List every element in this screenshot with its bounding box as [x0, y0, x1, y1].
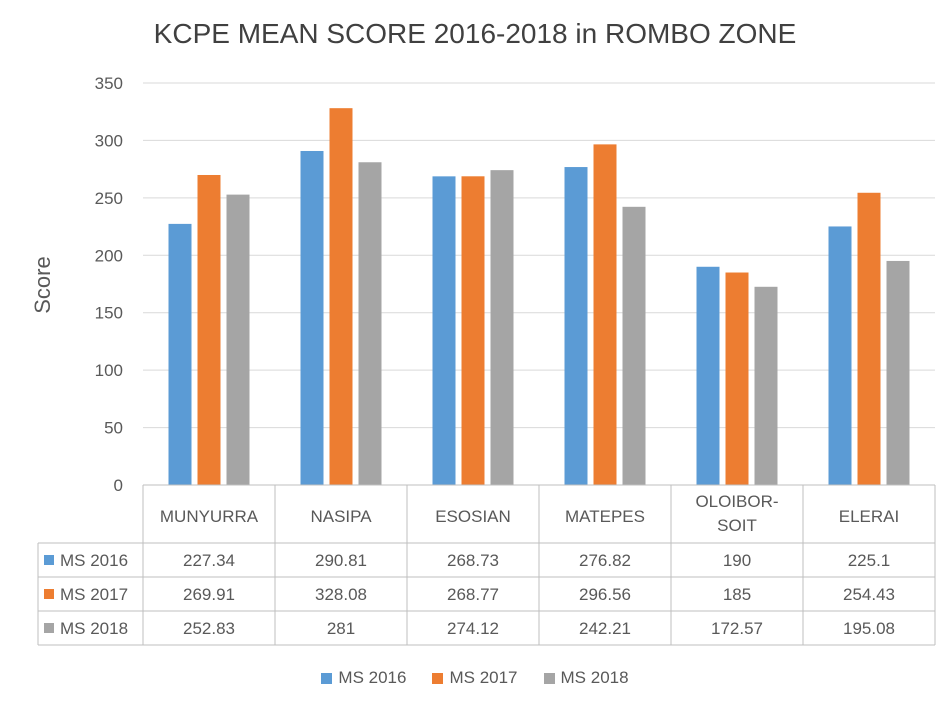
- legend-swatch: [432, 672, 444, 684]
- category-label: ESOSIAN: [435, 507, 511, 526]
- series-key: [44, 623, 54, 633]
- y-axis-label: Score: [30, 256, 55, 313]
- bar: [461, 176, 485, 485]
- data-value: 276.82: [579, 551, 631, 570]
- legend: MS 2016 MS 2017 MS 2018: [0, 668, 950, 688]
- bar: [168, 223, 192, 485]
- y-tick-label: 0: [114, 476, 123, 495]
- category-label: SOIT: [717, 516, 757, 535]
- y-tick-label: 300: [95, 131, 123, 150]
- y-tick-label: 200: [95, 246, 123, 265]
- legend-item: MS 2018: [543, 668, 629, 688]
- y-tick-label: 150: [95, 304, 123, 323]
- category-label: OLOIBOR-: [695, 492, 778, 511]
- bar: [300, 150, 324, 485]
- bar: [857, 192, 881, 485]
- series-name: MS 2016: [60, 551, 128, 570]
- y-axis: 0 50 100 150 200 250 300 350: [95, 74, 123, 495]
- data-value: 328.08: [315, 585, 367, 604]
- series-name: MS 2017: [60, 585, 128, 604]
- bar: [329, 108, 353, 485]
- bar: [886, 260, 910, 485]
- data-value: 252.83: [183, 619, 235, 638]
- data-value: 268.73: [447, 551, 499, 570]
- series-key: [44, 555, 54, 565]
- data-table: MUNYURRA NASIPA ESOSIAN MATEPES OLOIBOR- SOIT…: [37, 484, 936, 646]
- y-tick-label: 100: [95, 361, 123, 380]
- legend-label: MS 2018: [560, 668, 629, 687]
- data-value: 296.56: [579, 585, 631, 604]
- bar: [828, 226, 852, 485]
- bar: [725, 272, 749, 485]
- bar: [593, 144, 617, 486]
- legend-swatch: [321, 672, 333, 684]
- bar: [432, 176, 456, 485]
- bar: [358, 162, 382, 485]
- y-tick-label: 350: [95, 74, 123, 93]
- legend-item: MS 2017: [432, 668, 518, 688]
- data-value: 269.91: [183, 585, 235, 604]
- data-value: 290.81: [315, 551, 367, 570]
- plot-area: 0 50 100 150 200 250 300 350 MUNYURRA NASIPA ESOS…: [30, 74, 936, 646]
- data-value: 242.21: [579, 619, 631, 638]
- y-tick-label: 50: [104, 419, 123, 438]
- bars: [168, 108, 910, 486]
- data-value: 225.1: [848, 551, 891, 570]
- category-label: NASIPA: [310, 507, 372, 526]
- data-value: 227.34: [183, 551, 235, 570]
- data-value: 190: [723, 551, 751, 570]
- data-value: 281: [327, 619, 355, 638]
- legend-label: MS 2016: [338, 668, 407, 687]
- bar: [622, 206, 646, 486]
- bar-chart: 0 50 100 150 200 250 300 350 MUNYURRA NASIPA ESOS…: [30, 74, 936, 646]
- series-name: MS 2018: [60, 619, 128, 638]
- bar: [226, 194, 250, 485]
- legend-item: MS 2016: [321, 668, 406, 688]
- y-tick-label: 250: [95, 189, 123, 208]
- chart-title: KCPE MEAN SCORE 2016-2018 in ROMBO ZONE: [153, 18, 797, 49]
- data-value: 254.43: [843, 585, 895, 604]
- data-value: 195.08: [843, 619, 895, 638]
- bar: [197, 174, 221, 486]
- category-label: MATEPES: [565, 507, 645, 526]
- series-key: [44, 589, 54, 599]
- data-value: 268.77: [447, 585, 499, 604]
- category-label: ELERAI: [839, 507, 899, 526]
- legend-swatch: [543, 672, 555, 684]
- bar: [696, 266, 720, 485]
- gridlines: [143, 82, 935, 486]
- bar: [564, 167, 588, 485]
- data-value: 172.57: [711, 619, 763, 638]
- legend-label: MS 2017: [449, 668, 518, 687]
- data-value: 274.12: [447, 619, 499, 638]
- bar: [490, 170, 514, 485]
- bar: [754, 286, 778, 485]
- category-label: MUNYURRA: [160, 507, 259, 526]
- data-value: 185: [723, 585, 751, 604]
